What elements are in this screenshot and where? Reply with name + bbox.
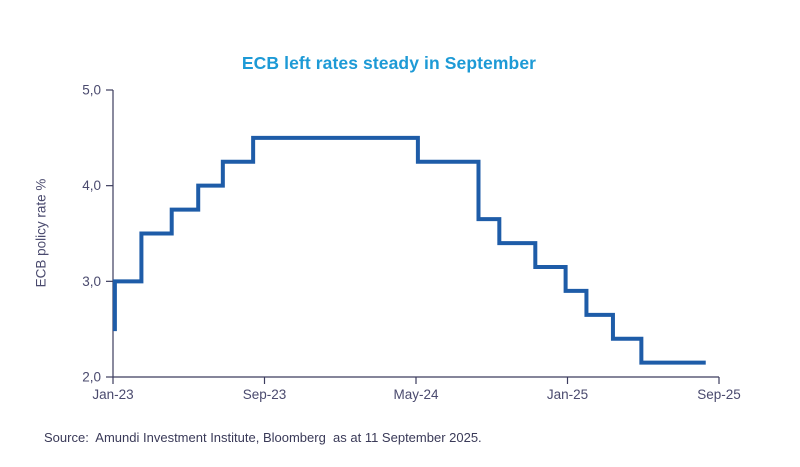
source-note: Source: Amundi Investment Institute, Blo… — [44, 430, 482, 445]
chart-title: ECB left rates steady in September — [241, 53, 537, 73]
x-axis-tick-label: May-24 — [393, 387, 439, 402]
x-axis-tick-label: Sep-23 — [243, 387, 287, 402]
x-axis-tick-label: Jan-23 — [92, 387, 133, 402]
y-axis-tick-label: 3,0 — [82, 274, 101, 289]
y-axis-tick-label: 4,0 — [82, 178, 101, 193]
axis-lines — [112, 90, 719, 378]
x-axis-tick-label: Jan-25 — [547, 387, 588, 402]
y-axis-tick-label: 2,0 — [82, 370, 101, 385]
y-axis-tick-label: 5,0 — [82, 83, 101, 98]
policy-rate-step-line — [112, 135, 706, 365]
x-axis-tick-label: Sep-25 — [697, 387, 741, 402]
